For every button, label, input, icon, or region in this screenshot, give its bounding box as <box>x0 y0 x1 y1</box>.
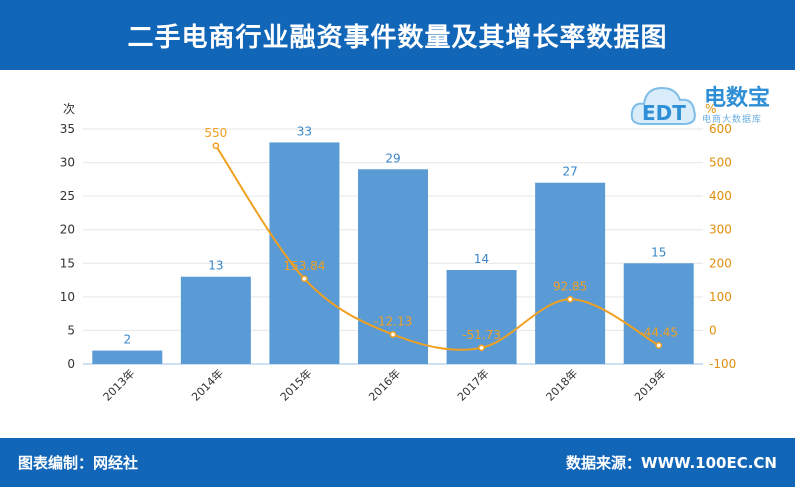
footer-source: 数据来源：WWW.100EC.CN <box>566 454 777 472</box>
page-title: 二手电商行业融资事件数量及其增长率数据图 <box>127 22 668 53</box>
y2-tick-label: 500 <box>709 156 732 170</box>
bar-series <box>92 142 694 364</box>
bar-value-label: 15 <box>651 245 666 259</box>
y2-tick-label: 100 <box>709 290 732 304</box>
y2-tick-label: 200 <box>709 256 732 270</box>
logo: EDT 电数宝 电商大数据库 <box>628 74 788 136</box>
line-value-label: -12.13 <box>374 315 413 329</box>
growth-rate-line <box>215 145 660 351</box>
y-axis-unit: 次 <box>63 102 75 116</box>
line-point <box>389 331 397 338</box>
y-tick-label: 35 <box>60 122 75 136</box>
line-point <box>478 344 485 352</box>
y-tick-label: 20 <box>60 223 75 237</box>
x-tick-label: 2016年 <box>366 366 403 403</box>
y-tick-label: 25 <box>60 189 75 203</box>
chart-area: 0 5 10 15 20 25 30 35 -100 0 100 200 300 400 500 600 次 % 2… <box>60 102 737 404</box>
footer-credit: 图表编制：网经社 <box>18 454 139 472</box>
x-tick-label: 2014年 <box>189 366 226 403</box>
bar-value-label: 13 <box>208 259 223 273</box>
line-point <box>655 342 663 349</box>
x-tick-label: 2018年 <box>543 366 580 403</box>
bar <box>180 276 251 364</box>
cloud-logo-icon: EDT <box>630 86 696 125</box>
y2-tick-label: 600 <box>709 122 732 136</box>
x-tick-label: 2013年 <box>100 366 137 403</box>
x-tick-label: 2019年 <box>631 366 668 403</box>
header-bar: 二手电商行业融资事件数量及其增长率数据图 <box>0 0 795 70</box>
line-value-label: 153.84 <box>283 259 325 273</box>
y-tick-label: 30 <box>60 156 75 170</box>
line-point <box>566 295 574 303</box>
data-labels: 2 13 33 29 14 27 15 550 153.84 -12.13 -51.73 92.85 -… <box>123 124 678 346</box>
bar-value-label: 27 <box>563 165 578 179</box>
line-value-label: 550 <box>204 126 227 140</box>
y2-tick-label: -100 <box>709 357 736 371</box>
line-value-label: -51.73 <box>462 328 501 342</box>
footer-bar: 图表编制：网经社 数据来源：WWW.100EC.CN <box>0 438 795 487</box>
x-tick-label: 2017年 <box>454 366 491 403</box>
bar <box>535 182 606 364</box>
line-value-label: 92.85 <box>553 279 587 293</box>
logo-sub-text: 电商大数据库 <box>702 115 763 125</box>
y2-tick-label: 400 <box>709 189 732 203</box>
y2-axis-unit: % <box>705 102 716 116</box>
bar <box>623 263 694 364</box>
y2-tick-label: 0 <box>709 323 717 337</box>
logo-main-text: 电数宝 <box>704 86 771 111</box>
line-point <box>301 275 308 283</box>
bar-value-label: 14 <box>474 252 489 266</box>
line-value-label: -44.45 <box>639 325 678 339</box>
y-tick-label: 5 <box>67 323 75 337</box>
y-tick-label: 15 <box>60 256 75 270</box>
bar-value-label: 29 <box>385 151 400 165</box>
line-series <box>212 142 663 352</box>
bar <box>269 142 340 364</box>
y-tick-label: 10 <box>60 290 75 304</box>
logo-mark: EDT <box>642 101 686 125</box>
bar-value-label: 33 <box>297 124 312 138</box>
y2-tick-label: 300 <box>709 223 732 237</box>
bar <box>92 350 163 364</box>
line-point <box>212 142 220 150</box>
bar-value-label: 2 <box>123 333 131 347</box>
x-tick-label: 2015年 <box>277 366 314 403</box>
y-tick-label: 0 <box>67 357 75 371</box>
